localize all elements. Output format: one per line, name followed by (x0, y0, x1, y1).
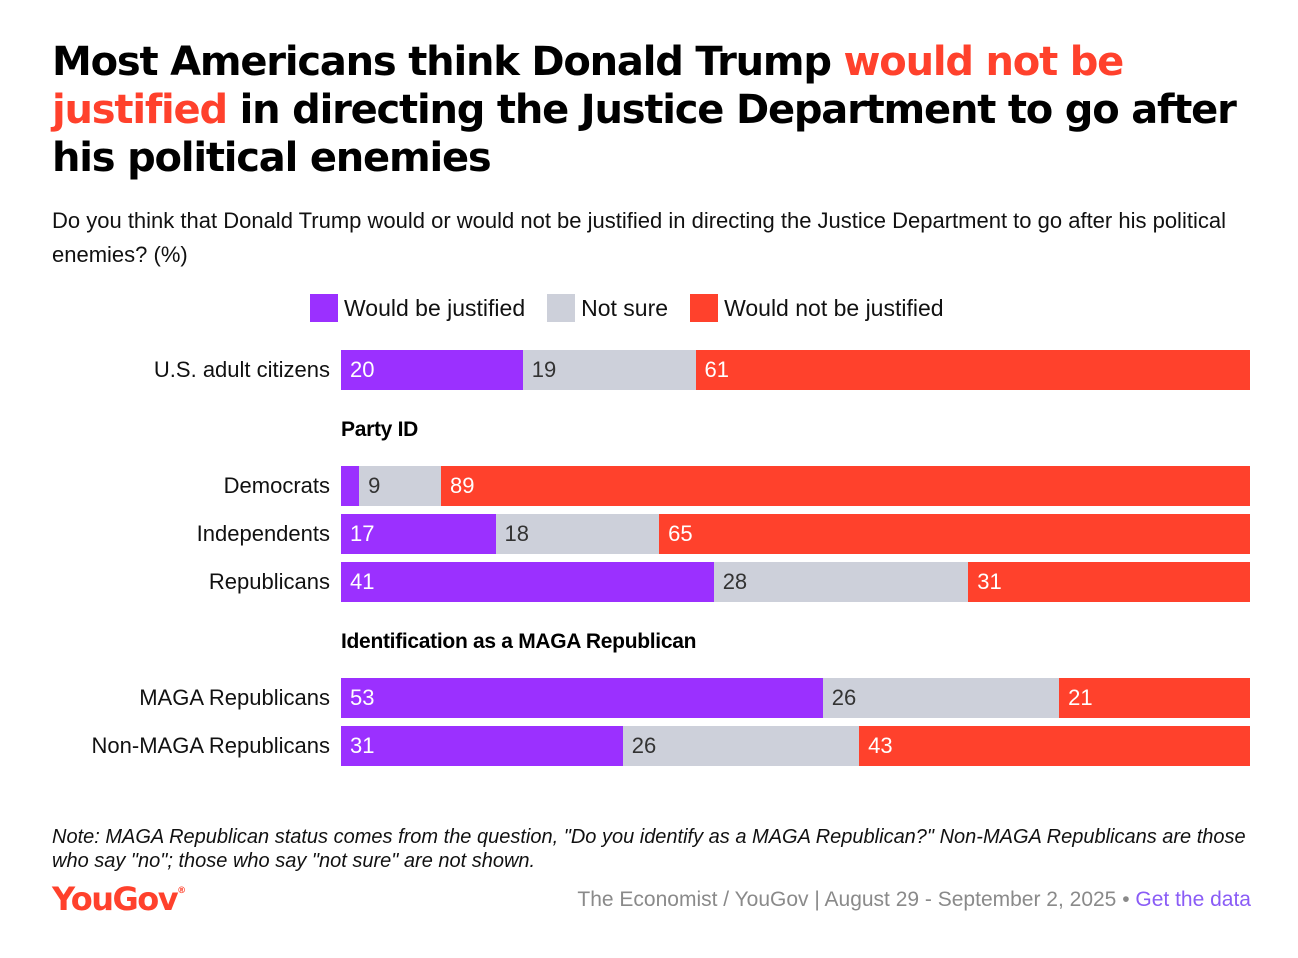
registered-mark: ® (177, 886, 187, 896)
bar-democrats-would-not-be-justified (440, 466, 1250, 506)
bar-u-s-adult-citizens-would-be-justified (341, 350, 523, 390)
group-label-party-id: Party ID (341, 418, 418, 441)
bar-republicans-not-sure (713, 562, 969, 602)
bar-maga-republicans-would-not-be-justified (1059, 678, 1250, 718)
bar-label-democrats-not-sure: 9 (368, 473, 381, 498)
bar-label-independents-would-be-justified: 17 (350, 521, 375, 546)
bar-maga-republicans-would-be-justified (341, 678, 823, 718)
bar-label-maga-republicans-would-be-justified: 53 (350, 685, 375, 710)
legend: Would be justified Not sure Would not be… (310, 292, 966, 324)
bar-label-u-s-adult-citizens-would-not-be-justified: 61 (704, 357, 729, 382)
bar-label-democrats-would-not-be-justified: 89 (449, 473, 475, 498)
bar-maga-republicans-not-sure (822, 678, 1060, 718)
legend-label-justified: Would be justified (344, 294, 526, 321)
row-label-independents: Independents (196, 521, 330, 546)
bar-label-independents-would-not-be-justified: 65 (668, 521, 693, 546)
logo-text: YouGov (52, 880, 179, 918)
bar-democrats-would-be-justified (341, 466, 360, 506)
row-label-republicans: Republicans (208, 569, 330, 594)
bar-label-republicans-would-be-justified: 41 (350, 569, 375, 594)
bar-republicans-would-be-justified (341, 562, 714, 602)
legend-item-not-justified: Would not be justified (690, 294, 944, 322)
bar-label-maga-republicans-would-not-be-justified: 21 (1068, 685, 1093, 710)
legend-label-not-sure: Not sure (581, 294, 669, 321)
bar-label-independents-not-sure: 18 (504, 521, 529, 546)
row-label-maga-republicans: MAGA Republicans (139, 685, 330, 710)
get-the-data-link[interactable]: Get the data (1135, 888, 1251, 911)
bar-u-s-adult-citizens-would-not-be-justified (695, 350, 1250, 390)
title-part-2: in directing the Justice Department to g… (52, 87, 1237, 181)
row-label-u-s-adult-citizens: U.S. adult citizens (153, 357, 330, 382)
bar-label-republicans-not-sure: 28 (722, 569, 748, 594)
bar-label-republicans-would-not-be-justified: 31 (977, 569, 1002, 594)
legend-item-not-sure: Not sure (547, 294, 668, 322)
legend-label-not-justified: Would not be justified (724, 294, 944, 321)
bar-republicans-would-not-be-justified (968, 562, 1250, 602)
bar-label-non-maga-republicans-not-sure: 26 (631, 733, 657, 758)
row-label-non-maga-republicans: Non-MAGA Republicans (91, 733, 330, 758)
source-separator: • (1116, 888, 1136, 911)
bar-non-maga-republicans-not-sure (622, 726, 860, 766)
chart-subtitle: Do you think that Donald Trump would or … (52, 208, 1226, 267)
bar-label-maga-republicans-not-sure: 26 (831, 685, 857, 710)
title-highlight: would not be justified (52, 39, 1124, 133)
yougov-logo: YouGov® (52, 880, 186, 918)
bar-democrats-not-sure (359, 466, 441, 506)
bar-independents-would-not-be-justified (659, 514, 1250, 554)
legend-swatch-not-justified (690, 294, 719, 322)
bar-non-maga-republicans-would-not-be-justified (859, 726, 1250, 766)
legend-item-justified: Would be justified (310, 294, 525, 322)
bar-label-non-maga-republicans-would-not-be-justified: 43 (868, 733, 893, 758)
chart-title: Most Americans think Donald Trump would … (52, 38, 1252, 182)
bar-label-non-maga-republicans-would-be-justified: 31 (350, 733, 375, 758)
bar-independents-would-be-justified (341, 514, 496, 554)
legend-swatch-not-sure (547, 294, 576, 322)
source-line: The Economist / YouGov | August 29 - Sep… (577, 888, 1251, 912)
bar-non-maga-republicans-would-be-justified (341, 726, 623, 766)
legend-swatch-justified (310, 294, 338, 322)
bar-label-u-s-adult-citizens-would-be-justified: 20 (350, 357, 375, 382)
source-text: The Economist / YouGov | August 29 - Sep… (577, 888, 1117, 911)
chart-note: Note: MAGA Republican status comes from … (52, 826, 1246, 872)
group-label-identification-as-a-maga-republican: Identification as a MAGA Republican (341, 630, 697, 653)
bar-independents-not-sure (495, 514, 660, 554)
bar-u-s-adult-citizens-not-sure (522, 350, 696, 390)
title-part-1: Most Americans think Donald Trump (52, 39, 844, 85)
row-label-democrats: Democrats (223, 473, 330, 498)
bar-label-u-s-adult-citizens-not-sure: 19 (531, 357, 557, 382)
